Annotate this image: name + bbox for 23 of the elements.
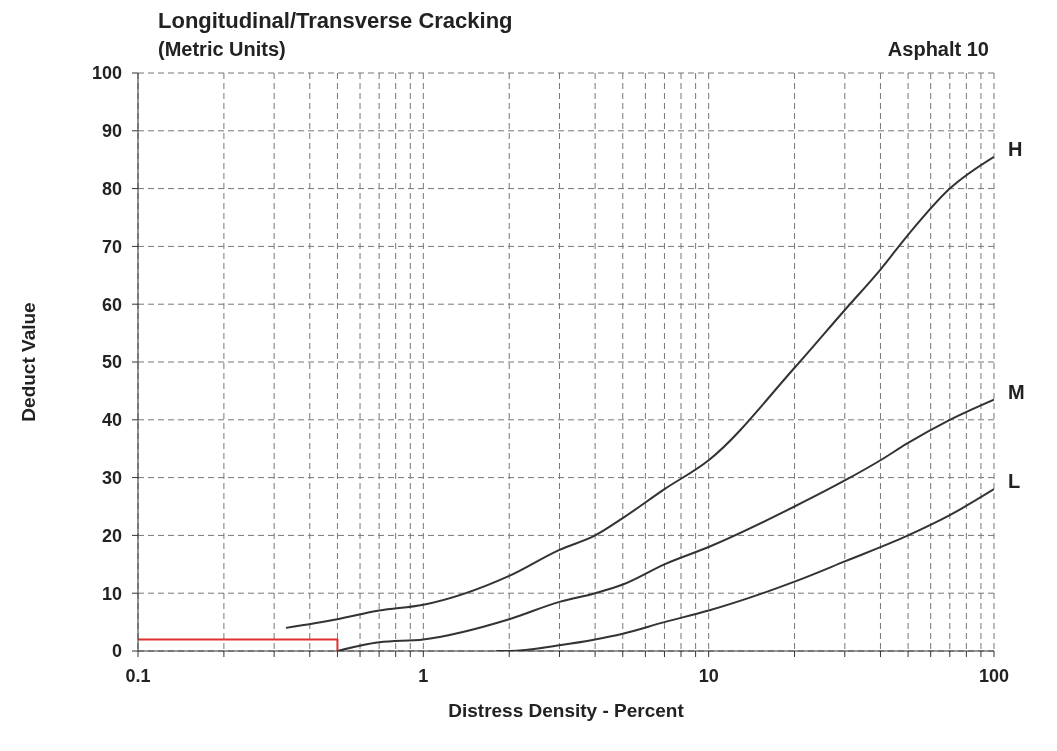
y-tick-label: 50 — [101, 352, 122, 373]
x-tick-label: 0.1 — [125, 665, 151, 686]
y-tick-label: 0 — [111, 641, 122, 662]
x-tick-label: 1 — [418, 665, 429, 686]
x-tick-label: 100 — [978, 665, 1010, 686]
y-tick-label: 20 — [101, 525, 122, 546]
y-tick-label: 70 — [101, 236, 122, 257]
y-tick-label: 40 — [101, 410, 122, 431]
series-label: H — [1008, 138, 1023, 161]
y-tick-label: 30 — [101, 467, 122, 488]
text: Asphalt 10 — [887, 38, 989, 61]
y-axis-title: Deduct Value — [17, 302, 39, 422]
y-tick-label: 90 — [101, 121, 122, 142]
chart-title: Longitudinal/Transverse Cracking — [158, 8, 514, 34]
y-tick-label: 100 — [91, 63, 122, 84]
x-tick-label: 10 — [698, 665, 719, 686]
chart-subtitle: (Metric Units) — [158, 38, 286, 61]
series-label: M — [1008, 380, 1025, 403]
y-tick-label: 80 — [101, 178, 122, 199]
x-axis-title: Distress Density - Percent — [448, 700, 685, 721]
y-tick-label: 60 — [101, 294, 122, 315]
y-tick-label: 10 — [101, 583, 122, 604]
series-label: L — [1008, 470, 1021, 493]
